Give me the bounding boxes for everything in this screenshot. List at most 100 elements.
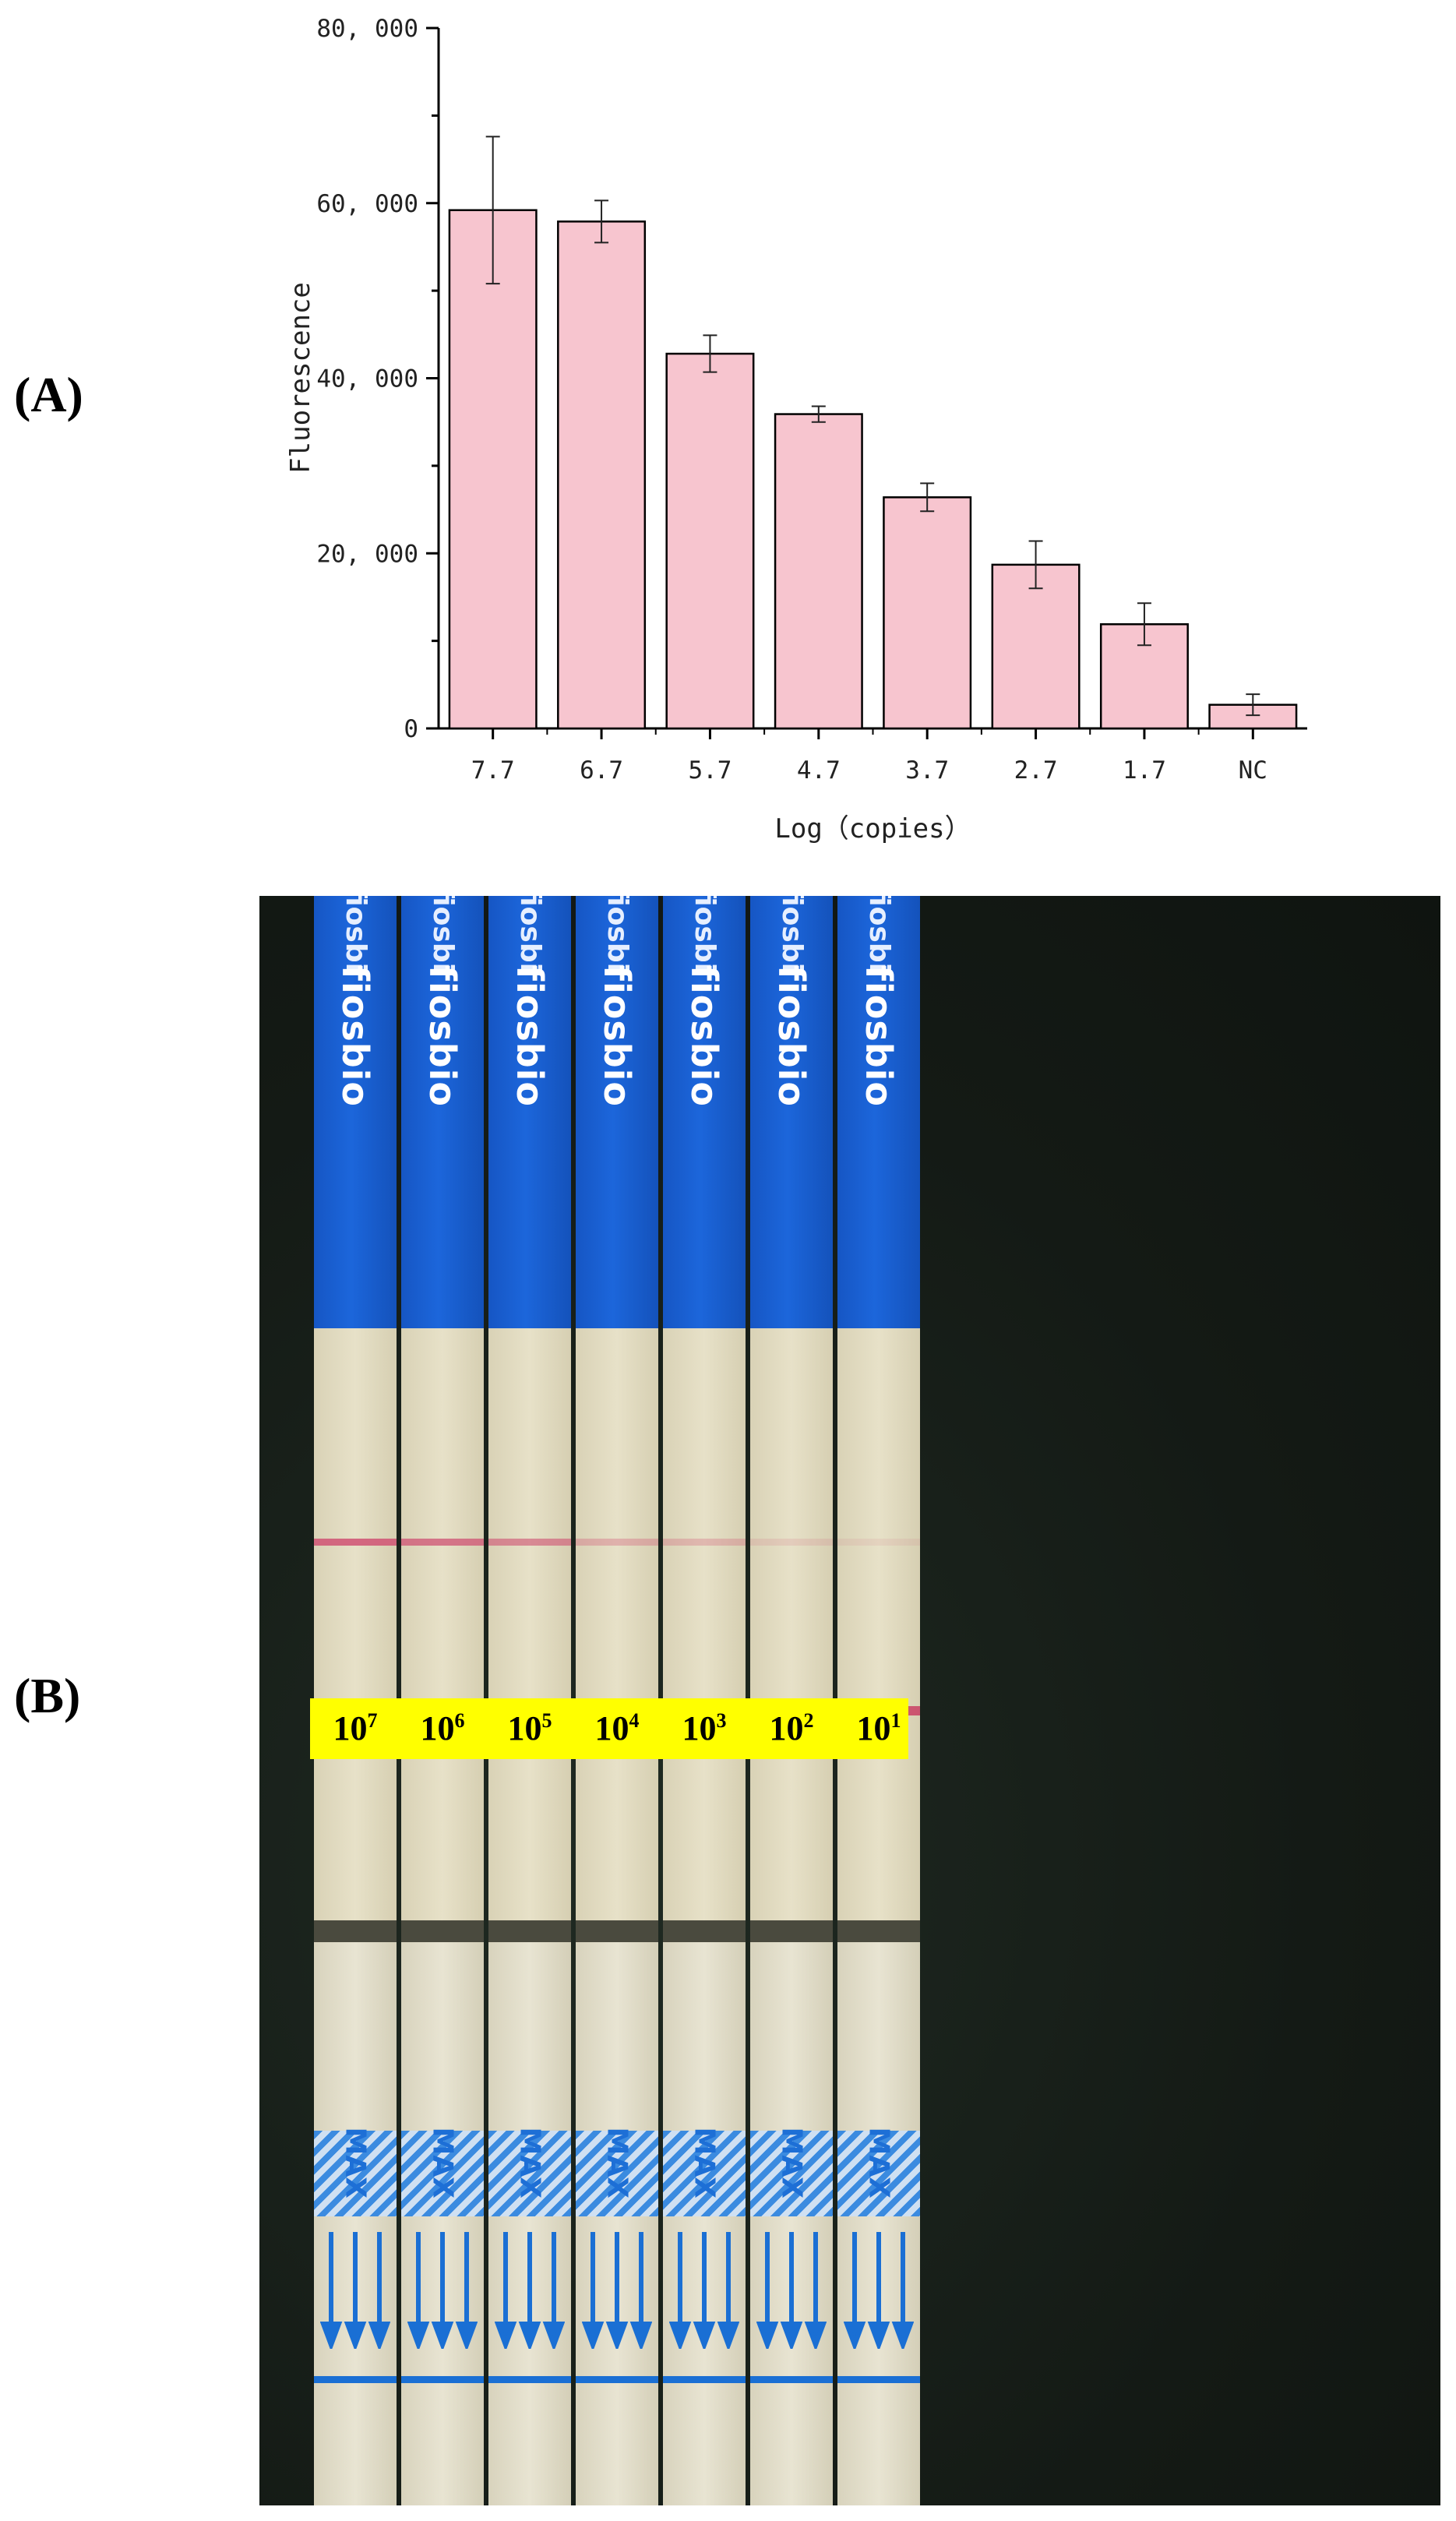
strip-sample-pad bbox=[750, 1942, 833, 2505]
y-tick-label: 60, 000 bbox=[316, 190, 418, 218]
strip-sample-pad bbox=[314, 1942, 397, 2505]
x-axis-label: Log（copies） bbox=[774, 813, 971, 844]
strip-blue-header bbox=[314, 896, 397, 1328]
arrow-icon bbox=[843, 2232, 915, 2352]
control-line bbox=[401, 1539, 484, 1546]
strip-sample-pad bbox=[576, 1942, 658, 2505]
strip-blue-header bbox=[750, 896, 833, 1328]
strip-gap bbox=[576, 1920, 658, 1942]
strip-sample-pad bbox=[488, 1942, 571, 2505]
x-tick-label: 6.7 bbox=[580, 756, 623, 785]
strip-blue-header bbox=[488, 896, 571, 1328]
panel-b-label: (B) bbox=[14, 1668, 81, 1723]
control-line bbox=[576, 1539, 658, 1546]
arrow-icon bbox=[668, 2232, 740, 2352]
max-band bbox=[663, 2131, 746, 2216]
concentration-label: 104 bbox=[594, 1709, 640, 1747]
x-tick-label: 7.7 bbox=[471, 756, 515, 785]
sample-line bbox=[401, 2376, 484, 2383]
max-band bbox=[837, 2131, 920, 2216]
bar bbox=[448, 209, 538, 730]
bar bbox=[991, 563, 1081, 730]
bar bbox=[665, 352, 755, 730]
y-tick-label: 80, 000 bbox=[316, 15, 418, 43]
concentration-label: 103 bbox=[682, 1709, 727, 1747]
sample-line bbox=[837, 2376, 920, 2383]
max-band bbox=[750, 2131, 833, 2216]
control-line bbox=[837, 1539, 920, 1546]
arrow-icon bbox=[756, 2232, 827, 2352]
control-line bbox=[750, 1539, 833, 1546]
x-tick-label: 5.7 bbox=[688, 756, 732, 785]
sample-line bbox=[488, 2376, 571, 2383]
concentration-label: 107 bbox=[333, 1709, 378, 1747]
arrow-icon bbox=[581, 2232, 653, 2352]
sample-line bbox=[314, 2376, 397, 2383]
strip-gap bbox=[663, 1920, 746, 1942]
strip-gap bbox=[488, 1920, 571, 1942]
strip-gap bbox=[750, 1920, 833, 1942]
y-axis-label: Fluorescence bbox=[285, 282, 316, 474]
sample-line bbox=[750, 2376, 833, 2383]
panel-a-label: (A) bbox=[14, 367, 83, 422]
arrow-icon bbox=[319, 2232, 391, 2352]
x-tick-label: NC bbox=[1239, 756, 1267, 785]
max-band bbox=[488, 2131, 571, 2216]
test-strip: fiosbio fiosbio MAX bbox=[314, 896, 397, 2505]
max-band bbox=[314, 2131, 397, 2216]
x-tick-label: 1.7 bbox=[1123, 756, 1166, 785]
bar-chart: 0 20, 000 40, 000 60, 000 80, 000 Fluorescenc… bbox=[285, 15, 1307, 844]
strip-blue-header bbox=[401, 896, 484, 1328]
y-tick-label: 20, 000 bbox=[316, 540, 418, 568]
arrow-icon bbox=[494, 2232, 566, 2352]
control-line bbox=[663, 1539, 746, 1546]
arrow-icon bbox=[407, 2232, 478, 2352]
strip-brand-label: fiosbio bbox=[683, 964, 725, 1108]
strip-membrane bbox=[837, 1328, 920, 1920]
y-tick-label: 0 bbox=[404, 715, 418, 743]
strip-membrane bbox=[663, 1328, 746, 1920]
max-label: MAX bbox=[339, 2127, 372, 2198]
test-strip: fiosbio fiosbio MAX bbox=[488, 896, 571, 2505]
max-label: MAX bbox=[862, 2127, 895, 2198]
concentration-label: 106 bbox=[420, 1709, 465, 1747]
max-label: MAX bbox=[775, 2127, 808, 2198]
strip-brand-label: fiosbio bbox=[858, 964, 900, 1108]
strip-brand-label: fiosbio bbox=[334, 964, 376, 1108]
max-label: MAX bbox=[688, 2127, 721, 2198]
x-tick-label: 2.7 bbox=[1014, 756, 1058, 785]
strip-sample-pad bbox=[401, 1942, 484, 2505]
concentration-label: 101 bbox=[856, 1709, 901, 1747]
test-strip: fiosbio fiosbio MAX bbox=[750, 896, 833, 2505]
strip-blue-header bbox=[837, 896, 920, 1328]
max-label: MAX bbox=[601, 2127, 633, 2198]
max-band bbox=[576, 2131, 658, 2216]
y-tick-label: 40, 000 bbox=[316, 365, 418, 393]
test-strip: fiosbio fiosbio MAX bbox=[837, 896, 920, 2505]
strip-sample-pad bbox=[663, 1942, 746, 2505]
concentration-label: 105 bbox=[507, 1709, 552, 1747]
strip-gap bbox=[401, 1920, 484, 1942]
test-strip: fiosbio fiosbio MAX bbox=[401, 896, 484, 2505]
strip-membrane bbox=[488, 1328, 571, 1920]
concentration-label: 102 bbox=[769, 1709, 814, 1747]
x-tick-label: 3.7 bbox=[905, 756, 949, 785]
strip-brand-label: fiosbio bbox=[596, 964, 638, 1108]
sample-line bbox=[576, 2376, 658, 2383]
strip-membrane bbox=[314, 1328, 397, 1920]
sample-line bbox=[663, 2376, 746, 2383]
max-label: MAX bbox=[426, 2127, 459, 2198]
max-label: MAX bbox=[513, 2127, 546, 2198]
max-band bbox=[401, 2131, 484, 2216]
strip-brand-label: fiosbio bbox=[770, 964, 813, 1108]
bar bbox=[883, 496, 972, 730]
strip-gap bbox=[314, 1920, 397, 1942]
strip-gap bbox=[837, 1920, 920, 1942]
strip-membrane bbox=[401, 1328, 484, 1920]
strip-brand-label: fiosbio bbox=[421, 964, 464, 1108]
strip-blue-header bbox=[576, 896, 658, 1328]
strip-sample-pad bbox=[837, 1942, 920, 2505]
strip-membrane bbox=[576, 1328, 658, 1920]
concentration-label-bar: 107 106 105 104 103 102 101 bbox=[310, 1698, 908, 1759]
strip-blue-header bbox=[663, 896, 746, 1328]
